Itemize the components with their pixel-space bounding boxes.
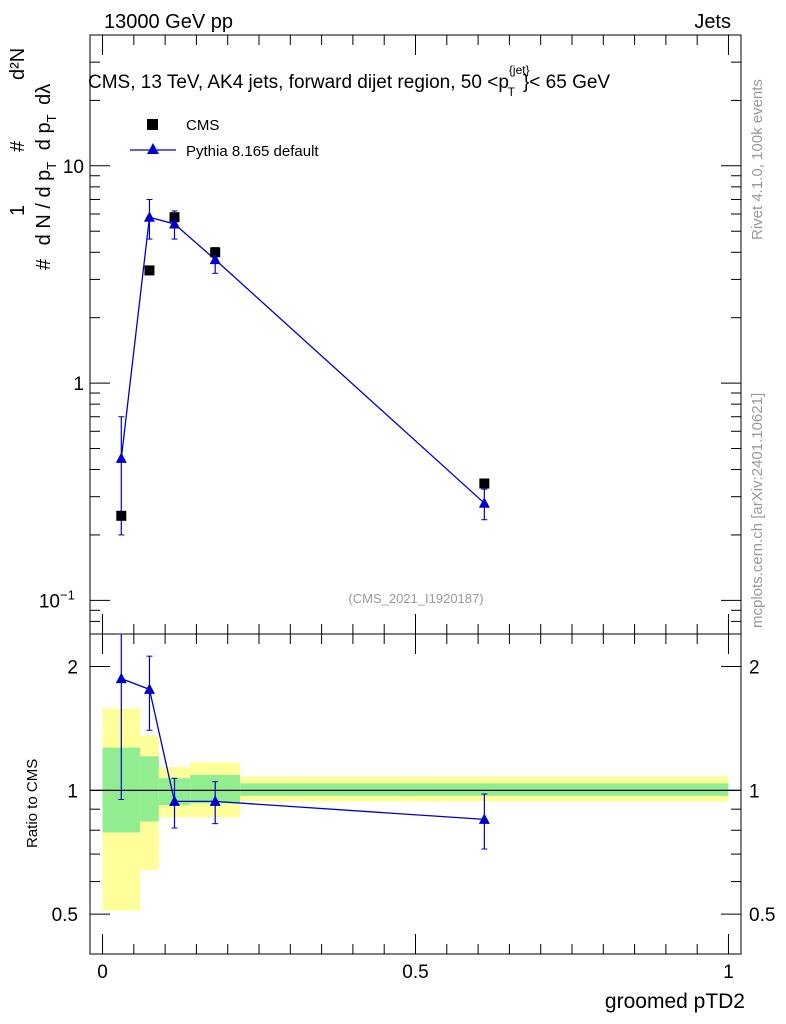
legend-pythia-marker (147, 143, 159, 154)
pythia-series-line (120, 216, 485, 504)
cms-point-4 (479, 478, 490, 489)
svg-text:#: # (7, 140, 29, 152)
ratio-uncertainty-bands (102, 708, 729, 911)
x-tick-labels: 0 0.5 1 (97, 962, 734, 983)
ratio-x-ticks (102, 634, 729, 954)
analysis-id: (CMS_2021_I1920187) (348, 591, 483, 606)
cms-point-0 (116, 510, 127, 521)
ratio-point-3 (209, 795, 221, 806)
pythia-point-0 (115, 452, 127, 463)
x-axis-label: groomed pTD2 (605, 990, 745, 1013)
main-x-ticks (102, 35, 729, 634)
main-ytick-label-1: 1 (73, 374, 84, 395)
ratio-markers (115, 633, 490, 850)
legend-cms-label: CMS (186, 117, 219, 134)
legend-pythia-label: Pythia 8.165 default (186, 143, 319, 160)
pythia-point-3 (209, 253, 221, 265)
svg-text:d²N: d²N (7, 48, 29, 80)
ratio-ytick-label-right-2: 0.5 (749, 905, 775, 926)
ratio-point-0 (115, 672, 127, 684)
plot-title: CMS, 13 TeV, AK4 jets, forward dijet reg… (88, 63, 610, 99)
pythia-point-2 (169, 217, 181, 229)
energy-label: 13000 GeV pp (104, 11, 233, 33)
ratio-ytick-label-left-0: 2 (67, 658, 78, 679)
main-ytick-label-0: 10 (63, 157, 84, 178)
ratio-point-4 (478, 813, 490, 824)
ratio-ytick-label-left-2: 0.5 (52, 905, 78, 926)
band-inner-bin-1 (140, 756, 159, 822)
legend: CMS Pythia 8.165 default (130, 117, 319, 160)
ratio-point-2 (169, 795, 181, 806)
ratio-ytick-label-right-0: 2 (749, 658, 760, 679)
cms-point-1 (144, 265, 155, 276)
pythia-point-1 (143, 211, 155, 222)
ratio-y-ticks: 2 2 1 1 0.5 0.5 (52, 658, 775, 955)
legend-cms-marker (147, 119, 158, 130)
x-tick-label-2: 1 (723, 962, 734, 983)
ratio-ytick-label-right-1: 1 (749, 781, 760, 802)
category-label: Jets (694, 11, 731, 33)
main-ytick-exp-2: −1 (60, 587, 75, 602)
main-markers (115, 198, 490, 536)
ratio-ytick-label-left-1: 1 (67, 781, 78, 802)
mcplots-label: mcplots.cern.ch [arXiv:2401.10621] (749, 393, 766, 628)
svg-text:# d N / d pT d pT: # d N / d pT d pT dλ (33, 84, 61, 270)
band-inner-bin-4 (240, 783, 729, 796)
cms-point-2 (169, 212, 180, 223)
svg-text:1: 1 (7, 205, 29, 216)
main-ytick-label-2: 10 (39, 591, 60, 612)
ratio-point-1 (143, 683, 155, 694)
pythia-line (120, 216, 485, 504)
cms-point-3 (210, 247, 221, 258)
ratio-panel: 2 2 1 1 0.5 0.5 (52, 633, 775, 955)
main-y-axis-label: # d N / d pT d pT dλ 1 # d²N (7, 48, 61, 270)
ratio-y-axis-label: Ratio to CMS (24, 759, 41, 848)
pythia-point-4 (478, 497, 490, 508)
x-tick-label-1: 0.5 (402, 962, 428, 983)
rivet-version-label: Rivet 4.1.0, 100k events (749, 79, 766, 240)
x-tick-label-0: 0 (97, 962, 108, 983)
